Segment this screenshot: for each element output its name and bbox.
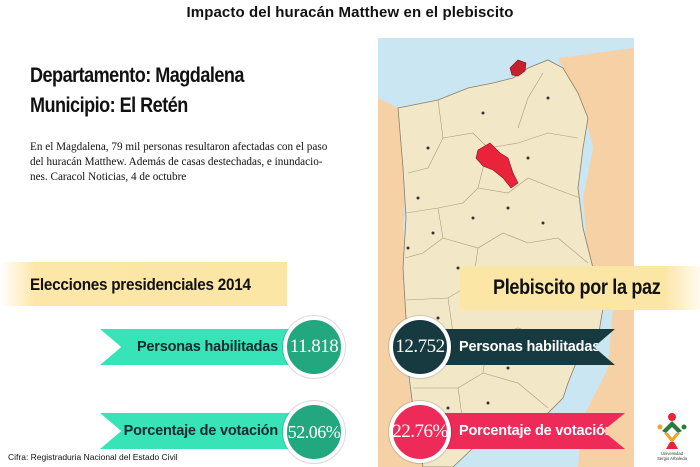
logo-figure — [657, 413, 687, 449]
north-highlight — [509, 59, 527, 77]
voters-plebiscite-label: Personas habilitadas — [459, 339, 601, 355]
description-line: En el Magdalena, 79 mil personas resulta… — [30, 141, 328, 153]
description-line: nes. Caracol Noticias, 4 de octubre — [30, 171, 187, 183]
plebiscite-banner — [460, 266, 700, 310]
description-text: En el Magdalena, 79 mil personas resulta… — [30, 140, 360, 185]
turnout-2014-label: Porcentaje de votación — [123, 423, 279, 439]
voters-plebiscite-value: 12.752 — [389, 316, 451, 378]
voters-2014-arrow: Personas habilitadas — [100, 329, 312, 365]
el-reten-highlight — [475, 142, 519, 189]
turnout-2014-value: 52.06% — [283, 401, 345, 463]
neighbor-west — [378, 98, 423, 467]
turnout-plebiscite-value: 22.76% — [389, 401, 451, 463]
logo-text-line: Sergio Arboleda — [657, 456, 687, 461]
description-line: del huracán Matthew. Además de casas des… — [30, 156, 323, 168]
page-title: Impacto del huracán Matthew en el plebis… — [186, 4, 514, 21]
neighbor-east — [558, 48, 634, 467]
university-logo-icon: Universidad Sergio Arboleda — [657, 413, 688, 461]
magdalena-map — [378, 38, 634, 467]
source-note: Cifra: Registraduria Nacional del Estado… — [8, 452, 178, 462]
voters-2014-value: 11.818 — [283, 316, 345, 378]
turnout-plebiscite-label: Porcentaje de votación — [459, 423, 614, 439]
turnout-2014-arrow: Porcentaje de votación — [100, 413, 312, 449]
department-heading: Departamento: Magdalena — [30, 64, 244, 87]
logo-text-line: Universidad — [661, 451, 684, 456]
municipality-heading: Municipio: El Retén — [30, 94, 188, 117]
plebiscite-label: Plebiscito por la paz — [493, 276, 661, 299]
elections-2014-banner — [0, 262, 287, 306]
turnout-plebiscite-arrow: Porcentaje de votación — [405, 413, 625, 449]
elections-2014-label: Elecciones presidenciales 2014 — [30, 275, 251, 294]
voters-2014-label: Personas habilitadas — [136, 339, 278, 355]
